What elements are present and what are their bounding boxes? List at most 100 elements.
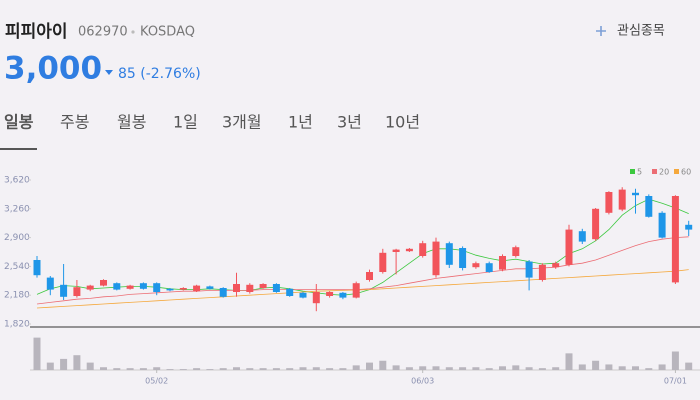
volume-bar (459, 367, 467, 370)
volume-bar (312, 367, 320, 370)
candle-body (645, 196, 653, 217)
candle-body (339, 292, 347, 298)
candle-body (326, 292, 334, 296)
candle-body (499, 256, 506, 270)
candle-body (592, 208, 600, 240)
candle-body (219, 288, 227, 297)
period-tab[interactable]: 1일 (173, 113, 198, 132)
candle-body (33, 260, 41, 276)
volume-bar (272, 368, 280, 370)
period-tab[interactable]: 주봉 (60, 113, 89, 132)
stock-code: 062970 (78, 25, 128, 40)
volume-bar (592, 360, 600, 370)
volume-bar (286, 368, 294, 370)
legend-label: 60 (681, 168, 691, 177)
candle-body (392, 249, 400, 252)
candle-body (272, 284, 280, 292)
down-arrow (105, 70, 113, 75)
candle-body (419, 243, 427, 256)
volume-bar (219, 368, 227, 370)
volume-bar (233, 367, 240, 370)
y-tick-label: 3,260 (4, 204, 30, 214)
volume-bar (671, 351, 679, 370)
candle-body (459, 248, 467, 268)
candle-body (86, 285, 94, 290)
y-tick-label: 1,820 (4, 320, 30, 330)
separator (131, 30, 135, 34)
stock-name: 피피아이 (5, 22, 68, 42)
candle-body (166, 288, 174, 291)
volume-bar (632, 366, 639, 370)
volume-bar (246, 368, 254, 370)
price-change: 85 (-2.76%) (118, 66, 201, 82)
candle-body (671, 196, 679, 283)
watch-label: 관심종목 (617, 24, 665, 39)
volume-bar (565, 353, 573, 370)
volume-bar (352, 365, 360, 370)
candle-body (432, 241, 440, 276)
candle-body (445, 243, 453, 265)
volume-bar (552, 367, 560, 370)
volume-bar (379, 360, 387, 370)
period-tab[interactable]: 3년 (337, 113, 362, 132)
plus-icon (596, 26, 606, 36)
volume-bar (432, 366, 440, 370)
volume-bar (578, 364, 586, 370)
y-tick-label: 2,180 (4, 291, 30, 301)
volume-bar (166, 369, 174, 370)
candle-body (525, 261, 533, 278)
volume-bar (685, 362, 693, 370)
volume-bar (86, 362, 94, 370)
volume-bar (179, 369, 187, 370)
candle-body (352, 283, 360, 298)
volume-bar (419, 366, 427, 370)
period-tabs: 일봉 주봉 월봉 1일 3개월 1년 3년 10년 (4, 113, 420, 132)
candle-body (246, 284, 254, 292)
candle-body (538, 264, 546, 280)
volume-bar (645, 368, 653, 370)
volume-bar (485, 368, 493, 370)
volume-bar (46, 362, 54, 370)
candle-body (485, 263, 493, 272)
volume-bar (33, 337, 41, 370)
candle-body (113, 283, 121, 290)
period-tab[interactable]: 1년 (288, 113, 313, 132)
y-tick-label: 2,900 (4, 233, 30, 243)
candle-body (605, 192, 613, 213)
period-tab[interactable]: 10년 (385, 113, 420, 132)
moving-average-line (36, 269, 689, 309)
x-tick-label: 07/01 (664, 377, 687, 386)
volume-bar (153, 367, 161, 370)
volume-bar (658, 364, 666, 370)
x-tick-label: 05/02 (145, 377, 168, 386)
candle-body (100, 280, 107, 286)
watch-button[interactable]: 관심종목 (596, 24, 665, 39)
candle-body (472, 263, 480, 268)
volume-bar (339, 368, 347, 370)
candle-body (366, 272, 373, 280)
candle-body (405, 248, 413, 252)
candle-body (312, 292, 320, 304)
period-tab[interactable]: 3개월 (222, 113, 262, 132)
legend-swatch (652, 169, 657, 174)
candle-body (552, 263, 560, 268)
volume-bar (538, 368, 546, 370)
legend-label: 20 (659, 168, 669, 177)
y-tick-label: 2,540 (4, 262, 30, 272)
price: 3,000 (4, 51, 102, 87)
x-tick-label: 06/03 (411, 377, 434, 386)
candle-body (685, 224, 693, 230)
candle-body (618, 189, 626, 210)
volume-bar (113, 368, 121, 370)
period-tab[interactable]: 월봉 (117, 113, 146, 132)
period-tab[interactable]: 일봉 (4, 113, 34, 132)
volume-bar (126, 368, 134, 370)
volume-bar (299, 367, 307, 370)
candle-body (153, 283, 161, 292)
volume-bar (512, 365, 520, 370)
market: KOSDAQ (140, 25, 195, 40)
candle-body (60, 284, 68, 297)
candle-body (233, 284, 240, 292)
